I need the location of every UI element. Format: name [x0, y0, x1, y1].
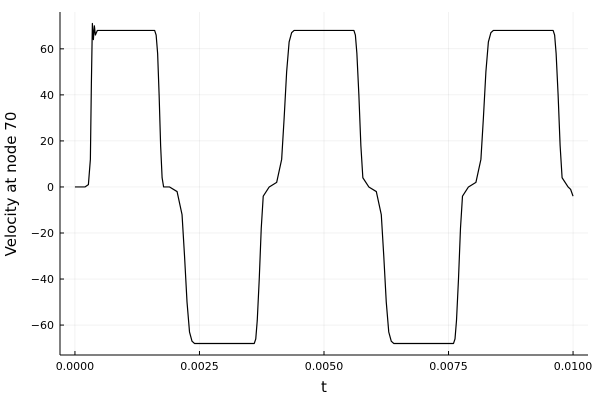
y-tick-label-5: 40 — [40, 89, 54, 102]
y-tick-label-6: 60 — [40, 43, 54, 56]
x-tick-label-4: 0.0100 — [554, 360, 593, 373]
x-tick-label-3: 0.0075 — [429, 360, 468, 373]
y-tick-label-3: 0 — [47, 181, 54, 194]
series-layer — [74, 22, 574, 345]
x-tick-label-2: 0.0050 — [305, 360, 344, 373]
x-tick-label-1: 0.0025 — [180, 360, 219, 373]
y-tick-label-4: 20 — [40, 135, 54, 148]
series-line-0 — [74, 22, 574, 345]
x-tick-label-0: 0.0000 — [56, 360, 95, 373]
x-axis-title: t — [321, 378, 327, 396]
tick-labels: 0.0000 0.0025 0.0050 0.0075 0.0100 −60 −40 −20 0… — [31, 43, 593, 373]
axes — [59, 12, 588, 356]
y-tick-label-0: −60 — [31, 319, 54, 332]
y-tick-label-2: −20 — [31, 227, 54, 240]
y-axis-title: Velocity at node 70 — [2, 112, 20, 257]
grid — [60, 12, 588, 355]
y-tick-label-1: −40 — [31, 273, 54, 286]
